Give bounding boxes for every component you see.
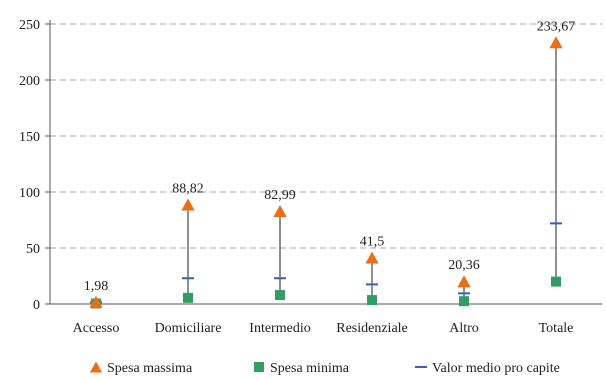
data-label-4: 20,36 — [448, 258, 480, 273]
data-labels: 1,98 88,82 82,99 41,5 20,36 233,67 — [84, 19, 576, 293]
legend-item-0-symbol — [89, 361, 103, 373]
legend-item-2-label: Valor medio pro capite — [432, 361, 560, 376]
max-marker-5 — [549, 36, 563, 49]
min-marker-5 — [551, 276, 561, 287]
data-label-0: 1,98 — [84, 279, 109, 294]
legend-item-1-symbol — [254, 362, 264, 372]
series-markers — [89, 36, 563, 309]
max-marker-1 — [181, 198, 195, 211]
min-marker-4 — [459, 296, 469, 307]
data-label-1: 88,82 — [172, 182, 204, 197]
y-tick-label-200: 200 — [19, 74, 40, 89]
legend-item-1-label: Spesa minima — [270, 361, 350, 376]
x-category-label-4: Altro — [449, 321, 479, 336]
max-marker-2 — [273, 205, 287, 218]
x-category-label-5: Totale — [539, 321, 574, 336]
gridlines — [50, 23, 602, 249]
y-tick-label-100: 100 — [19, 186, 40, 201]
x-category-label-3: Residenziale — [336, 321, 408, 336]
y-tick-label-50: 50 — [26, 242, 40, 257]
y-tick-label-250: 250 — [19, 18, 40, 33]
y-tick-label-150: 150 — [19, 130, 40, 145]
axes: 0 50 100 150 200 250 Accesso Domiciliare Interme… — [19, 18, 602, 336]
min-marker-1 — [183, 292, 193, 303]
x-category-label-2: Intermedio — [249, 321, 310, 336]
min-marker-3 — [367, 295, 377, 306]
range-lines — [95, 42, 557, 304]
data-label-5: 233,67 — [537, 19, 576, 34]
data-label-3: 41,5 — [360, 235, 385, 250]
max-marker-3 — [365, 251, 379, 264]
y-tick-label-0: 0 — [33, 298, 40, 313]
legend-item-0-label: Spesa massima — [107, 361, 193, 376]
max-marker-4 — [457, 275, 471, 288]
max-marker-0 — [89, 295, 103, 308]
min-marker-2 — [275, 290, 285, 301]
data-label-2: 82,99 — [264, 188, 296, 203]
legend: Spesa massima Spesa minima Valor medio pro… — [89, 361, 560, 376]
x-category-label-0: Accesso — [73, 321, 120, 336]
x-category-label-1: Domiciliare — [155, 321, 222, 336]
